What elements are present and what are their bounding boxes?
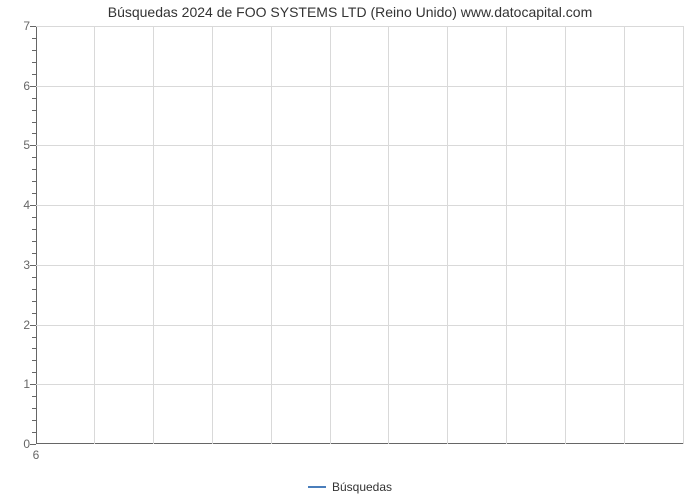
y-minor-tick — [32, 360, 36, 361]
chart-container: Búsquedas 2024 de FOO SYSTEMS LTD (Reino… — [0, 0, 700, 500]
y-major-tick — [30, 265, 36, 266]
y-minor-tick — [32, 396, 36, 397]
gridline-horizontal — [36, 205, 684, 206]
gridline-vertical — [683, 26, 684, 444]
y-minor-tick — [32, 98, 36, 99]
gridline-vertical — [565, 26, 566, 444]
y-minor-tick — [32, 50, 36, 51]
gridline-vertical — [506, 26, 507, 444]
y-minor-tick — [32, 241, 36, 242]
chart-title: Búsquedas 2024 de FOO SYSTEMS LTD (Reino… — [0, 4, 700, 20]
y-minor-tick — [32, 348, 36, 349]
gridline-vertical — [271, 26, 272, 444]
y-major-tick — [30, 384, 36, 385]
y-minor-tick — [32, 133, 36, 134]
plot-area: 012345676 — [36, 26, 684, 444]
x-axis-line — [36, 443, 684, 444]
y-minor-tick — [32, 229, 36, 230]
y-minor-tick — [32, 337, 36, 338]
y-major-tick — [30, 86, 36, 87]
gridline-horizontal — [36, 26, 684, 27]
gridline-vertical — [153, 26, 154, 444]
y-minor-tick — [32, 408, 36, 409]
y-minor-tick — [32, 313, 36, 314]
gridline-vertical — [212, 26, 213, 444]
y-minor-tick — [32, 420, 36, 421]
gridline-horizontal — [36, 384, 684, 385]
gridline-horizontal — [36, 86, 684, 87]
y-minor-tick — [32, 432, 36, 433]
y-minor-tick — [32, 277, 36, 278]
y-axis-line — [36, 26, 37, 444]
y-minor-tick — [32, 193, 36, 194]
y-minor-tick — [32, 253, 36, 254]
y-major-tick — [30, 145, 36, 146]
y-minor-tick — [32, 157, 36, 158]
gridline-vertical — [330, 26, 331, 444]
y-minor-tick — [32, 110, 36, 111]
gridline-horizontal — [36, 145, 684, 146]
gridline-vertical — [624, 26, 625, 444]
gridline-horizontal — [36, 325, 684, 326]
y-minor-tick — [32, 122, 36, 123]
gridline-vertical — [94, 26, 95, 444]
y-major-tick — [30, 205, 36, 206]
gridline-vertical — [388, 26, 389, 444]
y-minor-tick — [32, 217, 36, 218]
y-minor-tick — [32, 38, 36, 39]
gridline-horizontal — [36, 265, 684, 266]
legend-label: Búsquedas — [332, 480, 392, 494]
y-minor-tick — [32, 289, 36, 290]
y-major-tick — [30, 26, 36, 27]
y-major-tick — [30, 325, 36, 326]
gridline-vertical — [447, 26, 448, 444]
legend: Búsquedas — [0, 479, 700, 494]
x-tick-label: 6 — [33, 444, 40, 462]
y-minor-tick — [32, 169, 36, 170]
y-minor-tick — [32, 301, 36, 302]
legend-swatch — [308, 486, 326, 488]
y-minor-tick — [32, 181, 36, 182]
y-minor-tick — [32, 62, 36, 63]
y-minor-tick — [32, 74, 36, 75]
y-minor-tick — [32, 372, 36, 373]
